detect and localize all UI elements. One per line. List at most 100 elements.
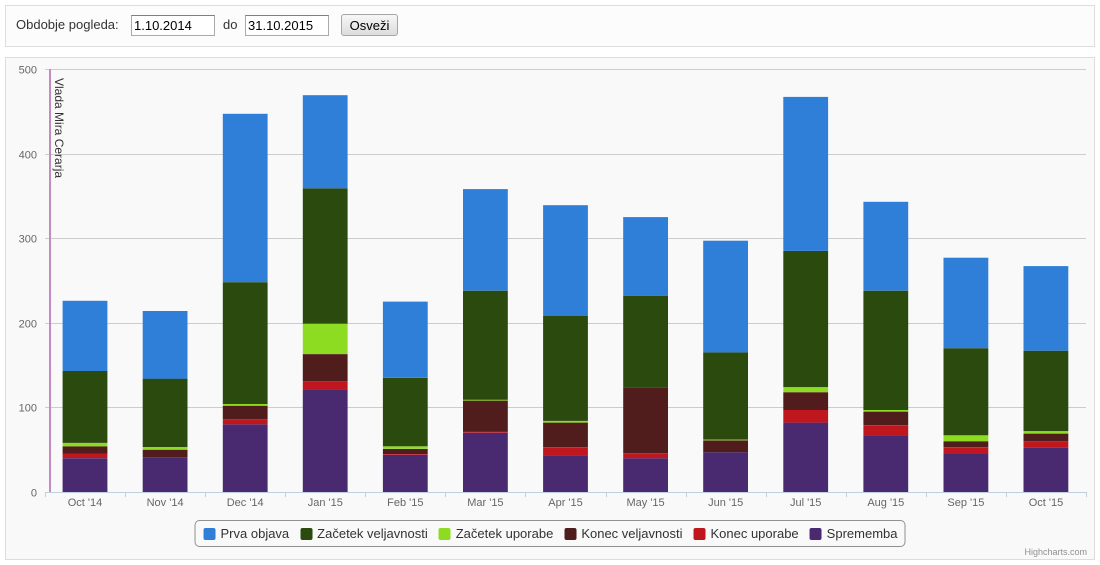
bar-konec-veljavnosti-jun-15[interactable] [703, 440, 748, 453]
bar-sprememba-oct-14[interactable] [62, 458, 108, 492]
bar-konec-veljavnosti-nov-14[interactable] [142, 449, 188, 458]
legend-label: Konec veljavnosti [581, 525, 683, 541]
y-tick-label: 400 [19, 150, 37, 162]
bar-zacetek-uporabe-aug-15[interactable] [863, 409, 909, 412]
bar-konec-veljavnosti-may-15[interactable] [623, 387, 668, 453]
period-to-label: do [223, 17, 238, 32]
bar-zacetek-uporabe-jul-15[interactable] [783, 387, 829, 393]
x-tick-label: Mar '15 [467, 497, 503, 509]
period-from-input[interactable] [131, 15, 215, 36]
bar-zacetek-veljavnosti-aug-15[interactable] [863, 290, 909, 410]
bar-konec-uporabe-mar-15[interactable] [463, 431, 508, 433]
bar-prva-objava-oct-14[interactable] [62, 300, 108, 371]
bar-konec-uporabe-sep-15[interactable] [943, 447, 989, 454]
y-tick-label: 500 [19, 65, 37, 77]
bar-zacetek-uporabe-dec-14[interactable] [222, 404, 268, 406]
x-tick-label: Oct '14 [68, 497, 103, 509]
bar-konec-uporabe-may-15[interactable] [623, 453, 668, 459]
bar-konec-uporabe-feb-15[interactable] [382, 453, 428, 455]
bar-zacetek-uporabe-mar-15[interactable] [463, 399, 508, 401]
bar-sprememba-mar-15[interactable] [463, 432, 508, 492]
period-to-input[interactable] [245, 15, 329, 36]
legend-label: Konec uporabe [710, 525, 799, 541]
bar-zacetek-veljavnosti-dec-14[interactable] [222, 282, 268, 404]
bar-zacetek-uporabe-apr-15[interactable] [543, 420, 588, 423]
bar-zacetek-veljavnosti-apr-15[interactable] [543, 316, 588, 421]
y-axis-labels: 0 100 200 300 400 500 [19, 65, 37, 500]
credits-link[interactable]: Highcharts.com [1024, 547, 1087, 557]
bar-konec-uporabe-jul-15[interactable] [783, 409, 829, 423]
bar-sprememba-sep-15[interactable] [943, 453, 989, 492]
bar-prva-objava-nov-14[interactable] [142, 311, 188, 379]
bar-konec-veljavnosti-sep-15[interactable] [943, 441, 989, 448]
y-tick-label: 200 [19, 319, 37, 331]
bar-prva-objava-oct-15[interactable] [1023, 266, 1069, 351]
bar-sprememba-nov-14[interactable] [142, 457, 188, 492]
bar-zacetek-veljavnosti-jun-15[interactable] [703, 352, 748, 440]
bar-konec-uporabe-oct-14[interactable] [62, 453, 108, 459]
bar-konec-veljavnosti-dec-14[interactable] [222, 405, 268, 420]
bar-zacetek-veljavnosti-mar-15[interactable] [463, 290, 508, 400]
bar-konec-veljavnosti-apr-15[interactable] [543, 422, 588, 448]
bar-prva-objava-may-15[interactable] [623, 217, 668, 296]
bar-zacetek-uporabe-jun-15[interactable] [703, 439, 748, 441]
x-tick-label: Sep '15 [947, 497, 984, 509]
refresh-button[interactable]: Osveži [341, 14, 398, 36]
bar-zacetek-veljavnosti-sep-15[interactable] [943, 348, 989, 436]
bar-zacetek-uporabe-oct-14[interactable] [62, 442, 108, 447]
bar-zacetek-veljavnosti-jul-15[interactable] [783, 250, 829, 388]
bar-sprememba-aug-15[interactable] [863, 435, 909, 492]
legend-item-konec-veljavnosti[interactable]: Konec veljavnosti [564, 526, 682, 542]
bar-konec-veljavnosti-feb-15[interactable] [382, 448, 428, 454]
legend-item-zacetek-veljavnosti[interactable]: Začetek veljavnosti [300, 526, 428, 542]
bar-zacetek-veljavnosti-oct-15[interactable] [1023, 350, 1069, 432]
bar-konec-veljavnosti-aug-15[interactable] [863, 411, 909, 426]
bar-konec-uporabe-jan-15[interactable] [302, 381, 348, 390]
bar-sprememba-jan-15[interactable] [302, 389, 348, 492]
bar-prva-objava-jun-15[interactable] [703, 240, 748, 353]
bar-konec-veljavnosti-jan-15[interactable] [302, 354, 348, 382]
bar-zacetek-uporabe-sep-15[interactable] [943, 435, 989, 442]
bar-prva-objava-aug-15[interactable] [863, 201, 909, 291]
period-label: Obdobje pogleda: [16, 17, 119, 32]
bar-zacetek-veljavnosti-oct-14[interactable] [62, 371, 108, 443]
legend-item-konec-uporabe[interactable]: Konec uporabe [693, 525, 799, 542]
bar-zacetek-uporabe-oct-15[interactable] [1023, 431, 1069, 434]
bar-sprememba-oct-15[interactable] [1023, 447, 1069, 492]
bar-prva-objava-jan-15[interactable] [302, 95, 348, 189]
bar-prva-objava-feb-15[interactable] [382, 301, 428, 378]
bar-sprememba-feb-15[interactable] [382, 454, 428, 492]
bar-sprememba-jun-15[interactable] [703, 452, 748, 492]
bar-zacetek-veljavnosti-jan-15[interactable] [302, 188, 348, 324]
bar-sprememba-apr-15[interactable] [543, 455, 588, 492]
bar-konec-veljavnosti-jul-15[interactable] [783, 392, 829, 410]
bar-zacetek-veljavnosti-nov-14[interactable] [142, 378, 188, 448]
x-tick-label: Jul '15 [790, 497, 821, 509]
bar-zacetek-uporabe-nov-14[interactable] [142, 447, 188, 450]
bar-sprememba-jul-15[interactable] [783, 422, 829, 492]
bar-konec-uporabe-apr-15[interactable] [543, 447, 588, 456]
legend-marker [564, 527, 577, 540]
legend-item-prva-objava[interactable]: Prva objava [203, 526, 289, 542]
legend-marker [438, 527, 451, 540]
legend-item-sprememba[interactable]: Sprememba [809, 526, 897, 542]
bar-prva-objava-sep-15[interactable] [943, 257, 989, 349]
bar-zacetek-uporabe-jan-15[interactable] [302, 323, 348, 355]
bar-konec-uporabe-aug-15[interactable] [863, 425, 909, 436]
bar-konec-uporabe-oct-15[interactable] [1023, 441, 1069, 448]
bar-zacetek-veljavnosti-feb-15[interactable] [382, 377, 428, 447]
bar-prva-objava-mar-15[interactable] [463, 189, 508, 291]
bar-konec-veljavnosti-mar-15[interactable] [463, 400, 508, 432]
bar-konec-veljavnosti-oct-15[interactable] [1023, 433, 1069, 442]
bar-zacetek-uporabe-feb-15[interactable] [382, 446, 428, 449]
bar-sprememba-may-15[interactable] [623, 458, 668, 492]
bar-sprememba-dec-14[interactable] [222, 424, 268, 492]
bar-prva-objava-apr-15[interactable] [543, 205, 588, 316]
bar-zacetek-veljavnosti-may-15[interactable] [623, 295, 668, 388]
bar-konec-uporabe-dec-14[interactable] [222, 419, 268, 425]
legend-item-zacetek-uporabe[interactable]: Začetek uporabe [438, 526, 553, 542]
bar-prva-objava-dec-14[interactable] [222, 113, 268, 283]
bar-prva-objava-jul-15[interactable] [783, 96, 829, 251]
bar-konec-veljavnosti-oct-14[interactable] [62, 446, 108, 454]
legend-marker [693, 527, 706, 540]
